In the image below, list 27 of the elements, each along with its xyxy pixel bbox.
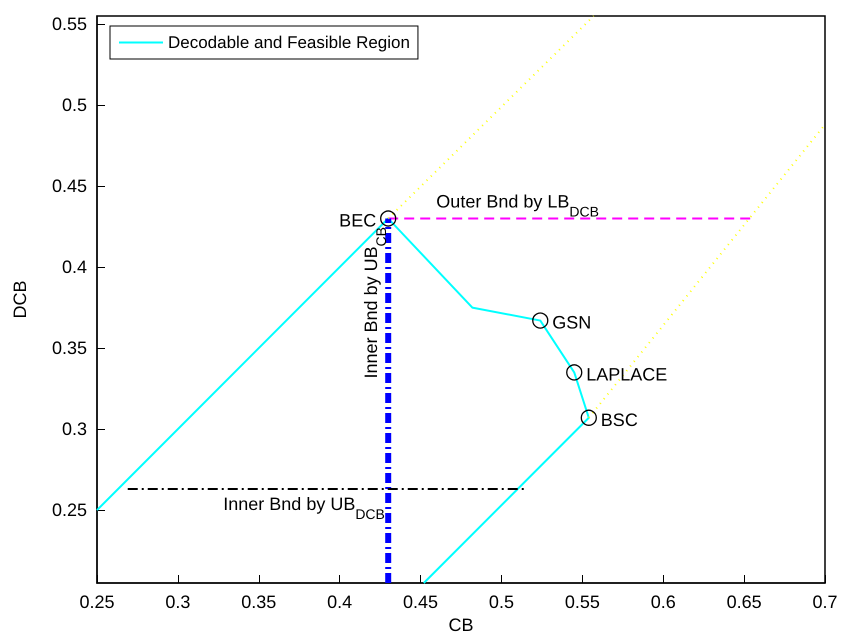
y-tick-label: 0.3 [62,419,87,440]
point [380,210,396,227]
x-tick-label: 0.35 [241,592,276,612]
y-tick-label: 0.55 [52,14,87,34]
x-axis-title: CB [448,614,474,635]
point [566,364,582,381]
y-tick-label: 0.35 [52,338,87,358]
x-tick-label: 0.7 [812,592,838,612]
x-tick-label: 0.3 [165,592,190,612]
y-tick-label: 0.45 [52,176,87,196]
x-tick-label: 0.5 [488,592,514,612]
point [532,312,548,329]
point [580,410,597,426]
annotation: LAPLACE [586,364,668,384]
y-tick-label: 0.25 [52,500,87,520]
x-tick-label: 0.65 [726,592,762,612]
x-tick-label: 0.55 [564,592,600,612]
y-axis-title: DCB [10,280,30,319]
x-tick-label: 0.6 [650,592,676,612]
x-tick-label: 0.4 [327,592,352,612]
annotation: BSC [600,410,638,430]
legend-label: Decodable and Feasible Region [168,33,410,52]
x-tick-label: 0.45 [403,592,438,612]
annotation: GSN [552,312,592,333]
x-tick-label: 0.25 [79,592,115,612]
y-tick-label: 0.5 [62,95,87,116]
y-tick-label: 0.4 [62,257,87,278]
